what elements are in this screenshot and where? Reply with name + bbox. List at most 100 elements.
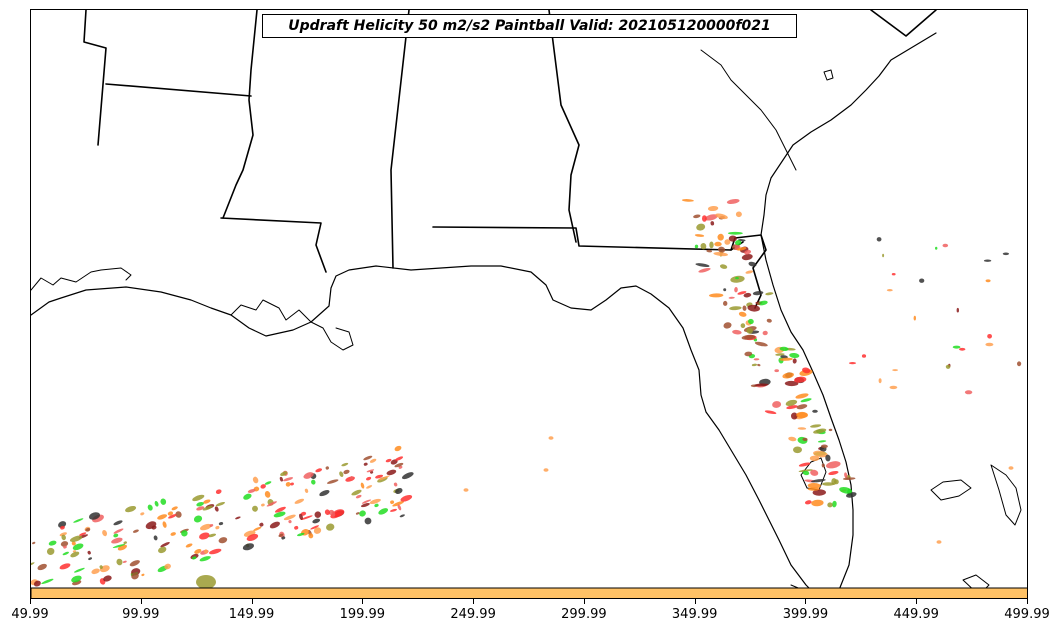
paint-blob: [196, 501, 204, 507]
paint-blob: [945, 364, 951, 369]
paint-blob: [366, 485, 373, 489]
paint-blob: [369, 458, 377, 463]
paint-blob: [185, 543, 193, 548]
paint-blob: [748, 261, 757, 267]
paint-blob: [242, 543, 255, 551]
paint-blob: [793, 446, 802, 454]
x-tick-label: 499.99: [1004, 607, 1050, 622]
paint-blob: [253, 526, 262, 531]
paint-blob: [956, 307, 959, 313]
x-tick: [916, 599, 918, 604]
map-title: Updraft Helicity 50 m2/s2 Paintball Vali…: [262, 14, 797, 38]
state-boundary-ar-la: [105, 83, 252, 97]
paint-blob: [952, 345, 961, 349]
paint-blob: [790, 412, 798, 420]
paint-blob: [202, 505, 213, 511]
paint-blob: [264, 481, 272, 485]
paint-blob: [728, 235, 737, 242]
state-boundary-ga-sc: [870, 10, 937, 37]
paint-blob: [311, 479, 316, 485]
paint-blob: [386, 469, 397, 476]
paint-blob: [360, 482, 365, 489]
paint-blob: [723, 288, 727, 292]
paint-blob: [59, 563, 71, 570]
paint-blob: [364, 517, 372, 525]
paint-blob: [385, 458, 392, 463]
paint-blob: [378, 475, 390, 481]
paint-blob: [935, 246, 938, 250]
paint-blob: [714, 241, 722, 247]
paint-blob: [252, 476, 259, 484]
paint-blob: [848, 362, 857, 365]
colorbar-band: [31, 587, 1027, 598]
paint-blob: [765, 292, 774, 296]
paint-blob: [811, 479, 826, 483]
paint-blob: [154, 500, 159, 507]
paint-blob: [741, 253, 753, 261]
paint-blob: [820, 444, 828, 449]
paint-blob: [294, 525, 299, 530]
paint-blob: [813, 428, 827, 434]
paint-blob: [303, 472, 314, 479]
paint-blob: [706, 249, 713, 253]
paint-blob: [71, 541, 76, 546]
paint-blob: [751, 363, 757, 367]
paint-blob: [79, 532, 87, 536]
state-boundary-ms-al: [390, 10, 410, 269]
paint-blob: [160, 498, 167, 505]
paint-blob: [157, 514, 168, 520]
x-tick-label: 349.99: [671, 607, 718, 622]
paint-blob: [696, 223, 706, 231]
paint-blob: [122, 560, 127, 563]
paint-blob: [709, 241, 714, 249]
paint-blob: [719, 264, 728, 269]
paint-blob: [141, 573, 145, 577]
paint-blob: [826, 461, 841, 469]
paint-blob: [158, 546, 167, 554]
paint-blob: [170, 532, 176, 536]
paint-blob: [780, 355, 788, 359]
paint-blob: [795, 393, 809, 399]
paint-blob: [208, 533, 217, 538]
paint-blob: [740, 323, 746, 328]
x-tick-label: 99.99: [122, 607, 160, 622]
paint-blob: [366, 476, 372, 481]
paint-blob: [116, 558, 123, 566]
paint-blob: [72, 550, 76, 553]
paint-blob: [734, 287, 738, 293]
paint-blob: [732, 329, 742, 335]
paint-blob: [310, 525, 320, 530]
delta-coastline: [230, 299, 354, 351]
paint-blob: [37, 563, 47, 571]
paint-blob: [304, 488, 309, 493]
paint-blob: [199, 532, 210, 540]
x-tick: [362, 599, 364, 604]
paint-blob: [160, 542, 170, 548]
paint-blob: [548, 436, 554, 440]
paint-blob: [167, 511, 174, 516]
paint-blob: [756, 302, 761, 306]
paint-blob: [218, 522, 224, 526]
paint-blob: [102, 530, 108, 537]
paint-blob: [299, 513, 303, 520]
paint-blob: [401, 472, 414, 480]
paint-blob: [288, 520, 292, 524]
paint-blob: [822, 482, 835, 486]
x-tick-label: 299.99: [561, 607, 607, 622]
paint-blob: [764, 410, 777, 415]
x-tick-label: 149.99: [228, 607, 275, 622]
paint-blob: [800, 398, 812, 403]
paint-blob: [259, 522, 264, 527]
paint-blob: [710, 221, 715, 226]
paint-blob: [400, 495, 413, 502]
state-boundary-ms-ar: [83, 10, 107, 146]
paint-blob: [191, 556, 197, 560]
x-axis: 49.99 99.99 149.99 199.99 249.99 299.99 349.99…: [0, 599, 1062, 633]
paint-blob: [785, 399, 798, 406]
paint-blob: [728, 296, 735, 299]
paint-blob: [61, 534, 66, 541]
state-boundary-ms-west: [222, 10, 258, 219]
paint-blob: [392, 501, 404, 507]
paint-blob: [70, 551, 80, 558]
paint-blob: [266, 501, 277, 507]
